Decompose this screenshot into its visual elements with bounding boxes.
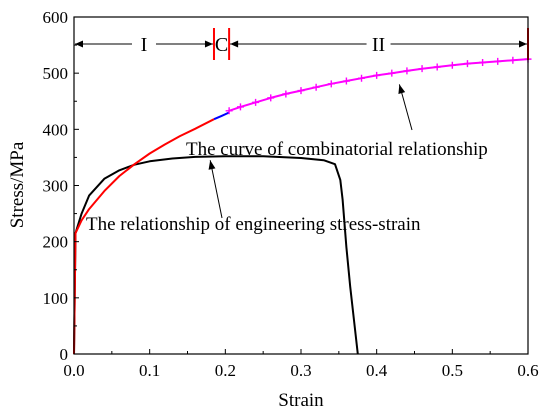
series-3-marker-11 bbox=[388, 69, 396, 77]
axes bbox=[73, 16, 529, 355]
series-line-1 bbox=[73, 118, 215, 355]
x-axis-ticks: 0.0 0.1 0.2 0.3 0.4 0.5 0.6 bbox=[63, 349, 539, 380]
series-line-2 bbox=[213, 111, 230, 121]
annotation-pointer-head-0 bbox=[398, 84, 406, 95]
series-3-marker-16 bbox=[463, 60, 471, 68]
region-label-c: C bbox=[215, 34, 228, 56]
series-line-0 bbox=[73, 155, 359, 355]
x-tick-label: 0.4 bbox=[366, 361, 388, 380]
annotation-pointer-1 bbox=[209, 160, 223, 219]
series-3-marker-6 bbox=[312, 83, 320, 91]
plot-frame bbox=[73, 16, 529, 355]
series-3-marker-4 bbox=[282, 90, 290, 98]
y-tick-label: 400 bbox=[43, 120, 69, 139]
y-tick-label: 600 bbox=[43, 8, 69, 27]
annotation-combinatorial: The curve of combinatorial relationship bbox=[186, 139, 488, 160]
series-3-marker-13 bbox=[418, 65, 426, 73]
x-tick-label: 0.0 bbox=[63, 361, 84, 380]
series-3-marker-8 bbox=[342, 77, 350, 85]
annotation-layer: The curve of combinatorial relationship … bbox=[86, 84, 488, 235]
series-3-marker-10 bbox=[373, 71, 381, 79]
series-3-marker-9 bbox=[358, 74, 366, 82]
annotation-engineering: The relationship of engineering stress-s… bbox=[86, 214, 421, 235]
x-tick-label: 0.6 bbox=[517, 361, 538, 380]
region-0-arrowhead-left bbox=[75, 40, 83, 48]
series-3-marker-2 bbox=[252, 98, 260, 106]
region-label-ii: II bbox=[372, 34, 385, 56]
region-label-i: I bbox=[141, 34, 148, 56]
region-2-arrowhead-right bbox=[519, 40, 527, 48]
series-3-marker-19 bbox=[509, 56, 517, 64]
series-3-marker-3 bbox=[267, 94, 275, 102]
y-tick-label: 0 bbox=[60, 345, 69, 364]
annotation-pointer-head-1 bbox=[208, 160, 216, 170]
x-tick-label: 0.2 bbox=[215, 361, 236, 380]
series-3-marker-17 bbox=[479, 58, 487, 66]
y-tick-label: 300 bbox=[43, 177, 69, 196]
y-axis-label: Stress/MPa bbox=[7, 141, 28, 228]
y-tick-label: 100 bbox=[43, 289, 69, 308]
series-3-marker-12 bbox=[403, 67, 411, 75]
x-axis-label: Strain bbox=[278, 390, 324, 411]
region-0-arrowhead-right bbox=[204, 40, 213, 48]
series-3-marker-14 bbox=[433, 63, 441, 71]
y-axis-ticks: 0 100 200 300 400 500 600 bbox=[43, 8, 79, 364]
series-3-marker-15 bbox=[448, 61, 456, 69]
plot-lines bbox=[73, 55, 532, 355]
region-markers: I C II bbox=[75, 28, 529, 60]
series-line-3 bbox=[228, 58, 529, 112]
x-tick-label: 0.3 bbox=[290, 361, 311, 380]
series-3-marker-7 bbox=[327, 80, 335, 88]
series-3-marker-5 bbox=[297, 87, 305, 95]
region-2-arrowhead-left bbox=[230, 40, 239, 48]
series-3-marker-0 bbox=[225, 107, 233, 115]
series-3-marker-1 bbox=[236, 103, 244, 111]
x-tick-label: 0.5 bbox=[442, 361, 463, 380]
y-tick-label: 500 bbox=[43, 64, 69, 83]
x-tick-label: 0.1 bbox=[139, 361, 160, 380]
series-3-marker-18 bbox=[494, 57, 502, 65]
y-tick-label: 200 bbox=[43, 233, 69, 252]
